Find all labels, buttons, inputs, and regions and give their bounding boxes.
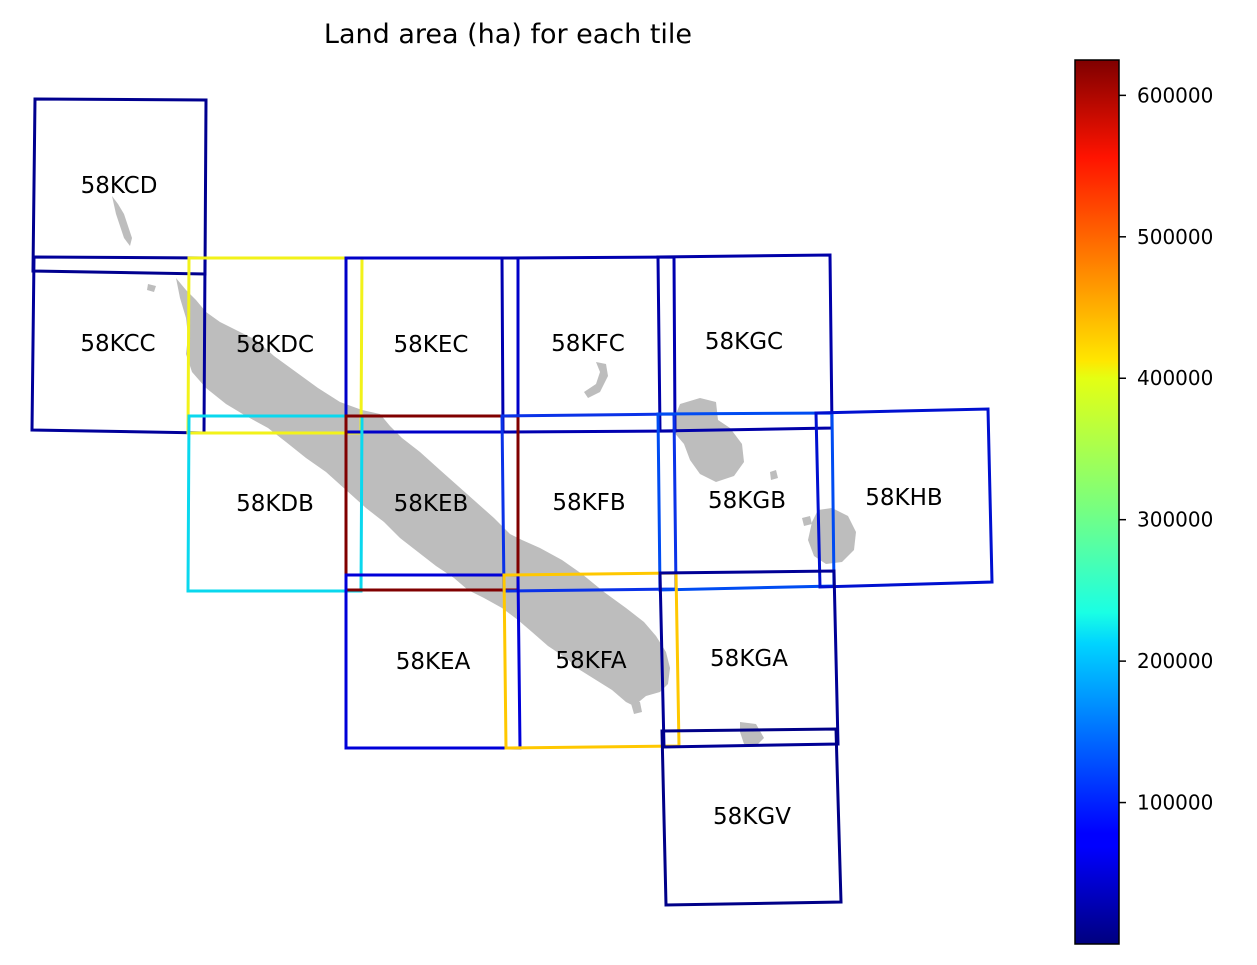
colorbar-tick-label: 200000 <box>1137 649 1213 673</box>
tile-label: 58KDB <box>236 491 314 517</box>
colorbar-ticks: 100000 200000 300000 400000 500000 600000 <box>1119 83 1213 815</box>
lifou <box>672 398 744 482</box>
tile-label: 58KGA <box>710 646 788 672</box>
north-small-islet <box>147 284 156 292</box>
tile-58KGA-outline[interactable] <box>658 569 840 749</box>
tile-label: 58KGB <box>708 488 786 514</box>
main-island <box>176 278 670 706</box>
tile-labels: 58KCD 58KCC 58KDC 58KEC 58KFC 58KGC 58KD… <box>80 173 942 830</box>
tile-label: 58KFA <box>555 648 626 674</box>
tile-label: 58KCD <box>81 173 158 199</box>
tiga <box>770 470 778 480</box>
isle-of-pines <box>630 700 642 714</box>
tile-58KHB-outline[interactable] <box>814 407 994 589</box>
tile-label: 58KFB <box>552 490 625 516</box>
tile-label: 58KFC <box>551 331 625 357</box>
tile-outlines <box>30 97 994 907</box>
colorbar-tick-label: 100000 <box>1137 791 1213 815</box>
tile-label: 58KEC <box>394 332 469 358</box>
southern-islet <box>740 722 764 746</box>
tile-58KGV-outline[interactable] <box>660 727 843 907</box>
colorbar-tick-label: 500000 <box>1137 225 1213 249</box>
tile-label: 58KHB <box>865 485 942 511</box>
colorbar-tick-label: 600000 <box>1137 83 1213 107</box>
mare-islet <box>802 516 812 526</box>
colorbar: 100000 200000 300000 400000 500000 600000 <box>1074 59 1213 945</box>
northern-islets <box>112 196 132 246</box>
tile-label: 58KGC <box>705 329 783 355</box>
colorbar-tick-label: 400000 <box>1137 366 1213 390</box>
tile-label: 58KCC <box>80 331 155 357</box>
tile-label: 58KEA <box>396 649 471 675</box>
colorbar-tick-label: 300000 <box>1137 508 1213 532</box>
ouvea <box>584 362 608 398</box>
colorbar-gradient <box>1074 59 1120 945</box>
tile-label: 58KDC <box>236 332 314 358</box>
tile-label: 58KEB <box>394 491 469 517</box>
tile-label: 58KGV <box>713 804 791 830</box>
map-title: Land area (ha) for each tile <box>324 19 692 50</box>
